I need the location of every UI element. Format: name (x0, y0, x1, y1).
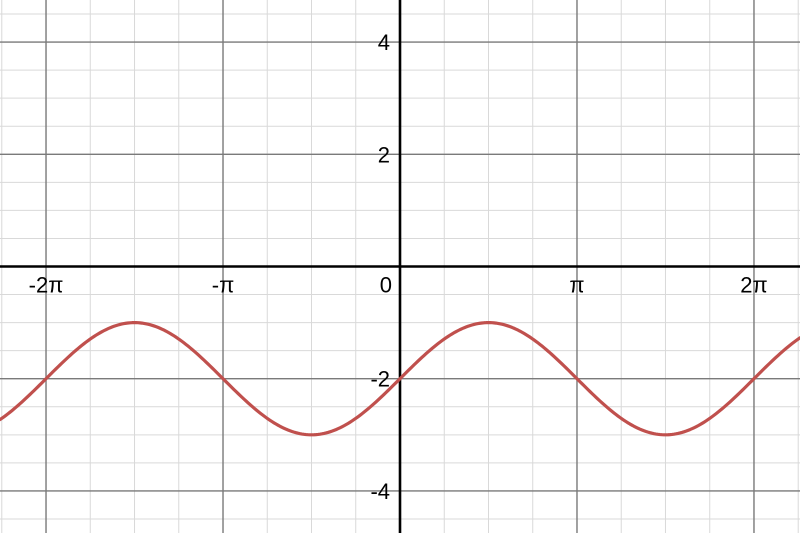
y-tick-label: -4 (370, 479, 390, 504)
x-tick-label: 2π (740, 273, 767, 298)
x-tick-label: π (569, 273, 584, 298)
chart-canvas: -2π -π 0 π 2π -4 -2 2 4 (0, 0, 800, 533)
y-tick-label: -2 (370, 367, 390, 392)
sine-chart: -2π -π 0 π 2π -4 -2 2 4 (0, 0, 800, 533)
x-tick-label: 0 (380, 273, 392, 298)
x-tick-label: -2π (29, 273, 64, 298)
x-tick-label: -π (212, 273, 235, 298)
y-tick-label: 4 (378, 30, 390, 55)
y-tick-label: 2 (378, 142, 390, 167)
